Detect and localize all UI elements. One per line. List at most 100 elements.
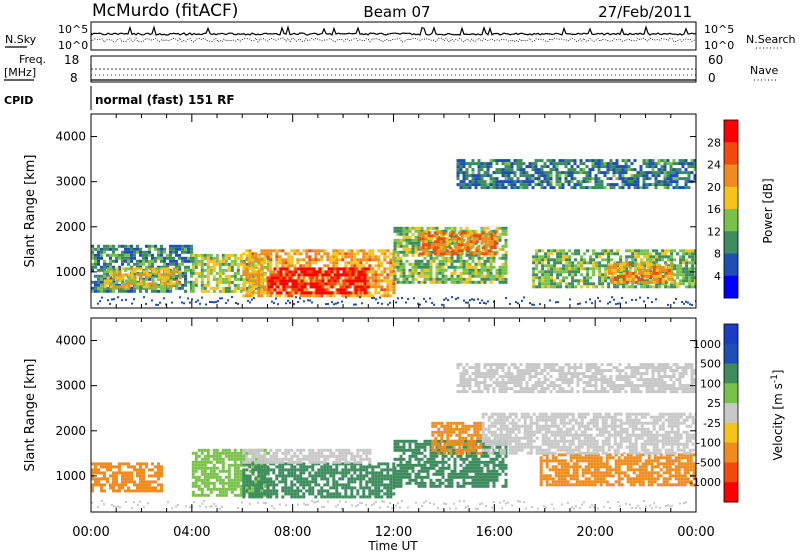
- scatter-cell: [121, 462, 124, 466]
- scatter-cell: [655, 258, 659, 262]
- scatter-cell: [610, 268, 614, 272]
- scatter-cell: [543, 180, 547, 184]
- scatter-cell: [460, 234, 464, 238]
- scatter-cell: [685, 252, 689, 256]
- scatter-cell: [525, 186, 529, 190]
- scatter-cell: [118, 489, 121, 493]
- scatter-cell: [618, 177, 622, 181]
- scatter-cell: [323, 457, 327, 461]
- scatter-cell: [136, 267, 140, 271]
- scatter-cell: [374, 279, 378, 283]
- scatter-cell: [424, 237, 428, 241]
- scatter-cell: [567, 168, 571, 172]
- scatter-cell: [619, 255, 623, 259]
- scatter-cell: [441, 463, 445, 467]
- scatter-cell: [685, 258, 689, 262]
- scatter-cell: [392, 492, 396, 496]
- scatter-cell: [194, 475, 198, 479]
- scatter-cell: [583, 258, 587, 262]
- scatter-cell: [272, 486, 276, 490]
- noise-cell: [131, 302, 133, 305]
- scatter-cell: [308, 474, 312, 478]
- scatter-cell: [203, 286, 207, 290]
- scatter-cell: [694, 261, 696, 265]
- scatter-cell: [570, 165, 574, 169]
- scatter-cell: [281, 495, 285, 499]
- scatter-cell: [504, 250, 508, 254]
- scatter-cell: [94, 462, 97, 466]
- scatter-cell: [230, 481, 234, 485]
- scatter-cell: [209, 286, 213, 290]
- scatter-cell: [142, 270, 146, 274]
- scatter-cell: [181, 286, 184, 290]
- scatter-cell: [531, 174, 535, 178]
- scatter-cell: [438, 271, 442, 275]
- scatter-cell: [456, 168, 460, 172]
- scatter-cell: [573, 183, 577, 187]
- scatter-cell: [273, 279, 277, 283]
- scatter-cell: [166, 267, 170, 271]
- scatter-cell: [163, 265, 166, 269]
- scatter-cell: [474, 262, 478, 266]
- scatter-cell: [405, 226, 409, 230]
- scatter-cell: [297, 267, 301, 271]
- scatter-cell: [368, 249, 372, 253]
- scatter-cell: [172, 277, 175, 281]
- scatter-cell: [383, 291, 387, 295]
- scatter-cell: [603, 162, 607, 166]
- scatter-cell: [402, 445, 406, 449]
- scatter-cell: [585, 177, 589, 181]
- scatter-cell: [357, 270, 361, 274]
- scatter-cell: [459, 262, 463, 266]
- scatter-cell: [592, 249, 596, 253]
- scatter-cell: [486, 277, 490, 281]
- scatter-cell: [405, 229, 409, 233]
- scatter-cell: [160, 250, 163, 254]
- scatter-cell: [553, 264, 557, 268]
- scatter-cell: [579, 168, 583, 172]
- cpid-label: CPID: [4, 94, 33, 107]
- scatter-cell: [371, 480, 375, 484]
- scatter-cell: [200, 283, 204, 287]
- scatter-cell: [396, 277, 400, 281]
- scatter-cell: [260, 288, 264, 292]
- scatter-cell: [293, 492, 297, 496]
- scatter-cell: [442, 231, 446, 235]
- scatter-cell: [643, 264, 647, 268]
- scatter-cell: [417, 274, 421, 278]
- scatter-cell: [317, 249, 321, 253]
- noise-cell: [111, 298, 113, 301]
- scatter-cell: [556, 273, 560, 277]
- scatter-cell: [377, 249, 381, 253]
- scatter-cell: [532, 279, 536, 283]
- scatter-cell: [362, 489, 366, 493]
- scatter-cell: [510, 168, 514, 172]
- scatter-cell: [160, 474, 163, 478]
- scatter-cell: [345, 270, 349, 274]
- scatter-cell: [438, 439, 442, 443]
- scatter-cell: [91, 468, 94, 472]
- scatter-cell: [314, 483, 318, 487]
- scatter-cell: [254, 477, 258, 481]
- scatter-cell: [275, 282, 279, 286]
- scatter-cell: [475, 237, 479, 241]
- scatter-cell: [541, 264, 545, 268]
- scatter-cell: [631, 249, 635, 253]
- scatter-cell: [112, 471, 115, 475]
- scatter-cell: [160, 259, 163, 263]
- scatter-cell: [293, 249, 297, 253]
- scatter-cell: [516, 186, 520, 190]
- scatter-cell: [184, 265, 187, 269]
- scatter-cell: [468, 274, 472, 278]
- scatter-cell: [245, 474, 249, 478]
- scatter-cell: [468, 277, 472, 281]
- scatter-cell: [215, 286, 219, 290]
- noise-cell: [107, 299, 109, 302]
- scatter-cell: [519, 162, 523, 166]
- scatter-cell: [184, 271, 187, 275]
- scatter-cell: [215, 262, 219, 266]
- scatter-cell: [600, 162, 604, 166]
- scatter-cell: [408, 457, 412, 461]
- scatter-cell: [142, 259, 145, 263]
- scatter-cell: [320, 495, 324, 499]
